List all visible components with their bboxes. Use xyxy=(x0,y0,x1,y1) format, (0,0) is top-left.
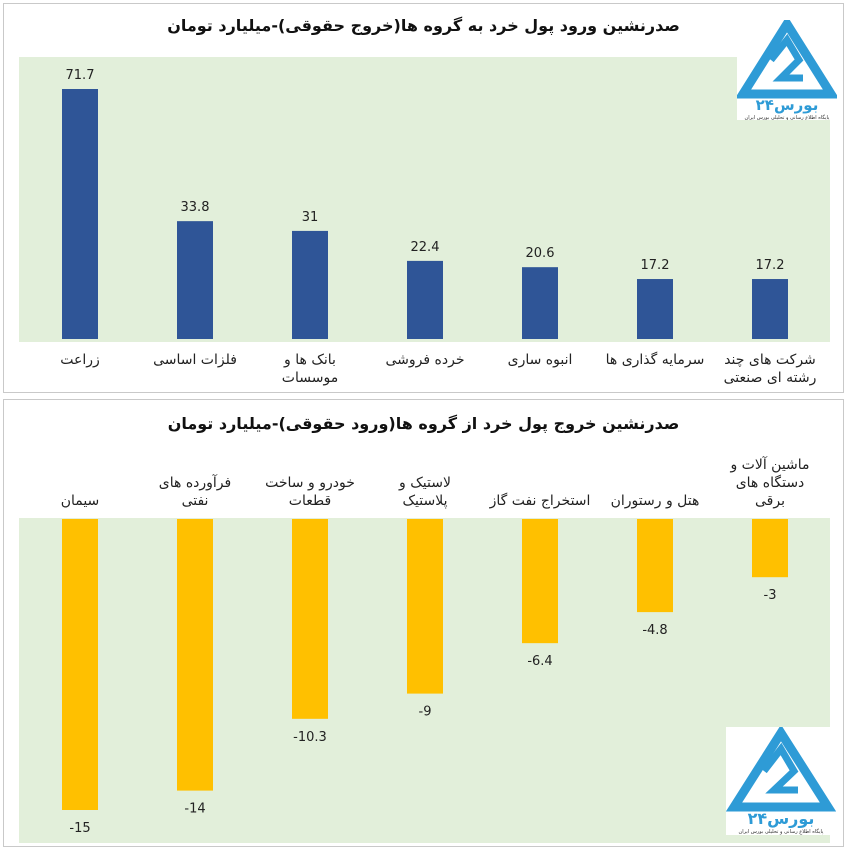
inflow-bar xyxy=(752,279,788,339)
inflow-category-label: فلزات اساسی xyxy=(153,352,237,368)
inflow-category-label: انبوه ساری xyxy=(508,352,573,368)
inflow-chart-panel: صدرنشین ورود پول خرد به گروه ها(خروج حقو… xyxy=(3,3,844,393)
outflow-chart-panel: صدرنشین خروج پول خرد از گروه ها(ورود حقو… xyxy=(3,399,844,847)
outflow-category-label: هتل و رستوران xyxy=(611,493,700,509)
inflow-bar xyxy=(522,267,558,339)
outflow-data-label: -10.3 xyxy=(293,730,327,745)
outflow-bar xyxy=(637,519,673,613)
inflow-data-label: 33.8 xyxy=(181,200,210,215)
logo-triangle-icon xyxy=(737,20,837,99)
inflow-category-label: خرده فروشی xyxy=(386,352,465,368)
outflow-category-label: سیمان xyxy=(61,493,100,509)
bourse24-logo-top: بورس۲۴ پایگاه اطلاع رسانی و تحلیلی بورس … xyxy=(737,20,837,120)
outflow-category-label: نفتی xyxy=(182,493,209,509)
outflow-data-label: -14 xyxy=(184,802,205,817)
outflow-bar xyxy=(62,519,98,810)
outflow-bar xyxy=(752,519,788,578)
inflow-bar xyxy=(407,260,443,339)
outflow-category-label: لاستیک و xyxy=(398,475,451,491)
outflow-category-label: خودرو و ساخت xyxy=(265,475,355,491)
outflow-category-label: ماشین آلات و xyxy=(729,456,809,473)
inflow-data-label: 17.2 xyxy=(756,258,785,273)
outflow-chart-svg: -15 سیمان -14 فرآورده های نفتی -10.3 خودرو و س… xyxy=(19,456,830,843)
logo-brand-text: بورس۲۴ xyxy=(748,809,815,828)
outflow-data-label: -4.8 xyxy=(642,623,667,638)
logo-tagline-text: پایگاه اطلاع رسانی و تحلیلی بورس ایران xyxy=(745,114,830,120)
logo-mark-icon xyxy=(768,33,804,82)
inflow-category-label: رشته ای صنعتی xyxy=(724,370,817,386)
outflow-category-label: قطعات xyxy=(289,493,331,509)
outflow-category-label: فرآورده های xyxy=(159,474,231,491)
inflow-category-label: شرکت های چند xyxy=(724,352,816,368)
outflow-data-label: -9 xyxy=(419,705,432,720)
outflow-bar xyxy=(177,519,213,791)
inflow-bar xyxy=(637,279,673,339)
bourse24-logo-bottom: بورس۲۴ پایگاه اطلاع رسانی و تحلیلی بورس … xyxy=(726,727,836,835)
outflow-category-label: استخراج نفت گاز xyxy=(489,492,591,509)
logo-triangle-icon xyxy=(726,727,836,812)
inflow-data-label: 17.2 xyxy=(641,258,670,273)
outflow-category-label: برقی xyxy=(755,493,785,509)
inflow-data-label: 31 xyxy=(302,210,319,225)
inflow-category-label: موسسات xyxy=(282,370,338,386)
inflow-category-label: سرمایه گذاری ها xyxy=(606,351,705,368)
logo-mark-icon xyxy=(761,742,799,794)
inflow-category-label: بانک ها و xyxy=(283,352,336,368)
inflow-data-label: 20.6 xyxy=(526,246,555,261)
logo-tagline-text: پایگاه اطلاع رسانی و تحلیلی بورس ایران xyxy=(739,828,824,835)
inflow-data-label: 22.4 xyxy=(411,240,440,255)
outflow-bar xyxy=(407,519,443,694)
outflow-category-label: دستگاه های xyxy=(736,474,805,491)
inflow-bar xyxy=(292,230,328,339)
outflow-data-label: -15 xyxy=(69,821,90,836)
outflow-data-label: -3 xyxy=(764,588,777,603)
inflow-chart-title: صدرنشین ورود پول خرد به گروه ها(خروج حقو… xyxy=(167,16,680,35)
inflow-data-label: 71.7 xyxy=(66,68,95,83)
inflow-chart-svg: 71.7 زراعت 33.8 فلزات اساسی 31 بانک ها و موسسا… xyxy=(19,57,830,386)
outflow-data-label: -6.4 xyxy=(527,654,552,669)
logo-brand-text: بورس۲۴ xyxy=(756,96,819,114)
inflow-bar xyxy=(177,221,213,339)
outflow-chart-title: صدرنشین خروج پول خرد از گروه ها(ورود حقو… xyxy=(167,414,680,433)
inflow-category-label: زراعت xyxy=(60,352,100,368)
outflow-bar xyxy=(292,519,328,719)
outflow-category-label: پلاستیک xyxy=(403,493,448,509)
outflow-bar xyxy=(522,519,558,644)
inflow-bar xyxy=(62,89,98,339)
